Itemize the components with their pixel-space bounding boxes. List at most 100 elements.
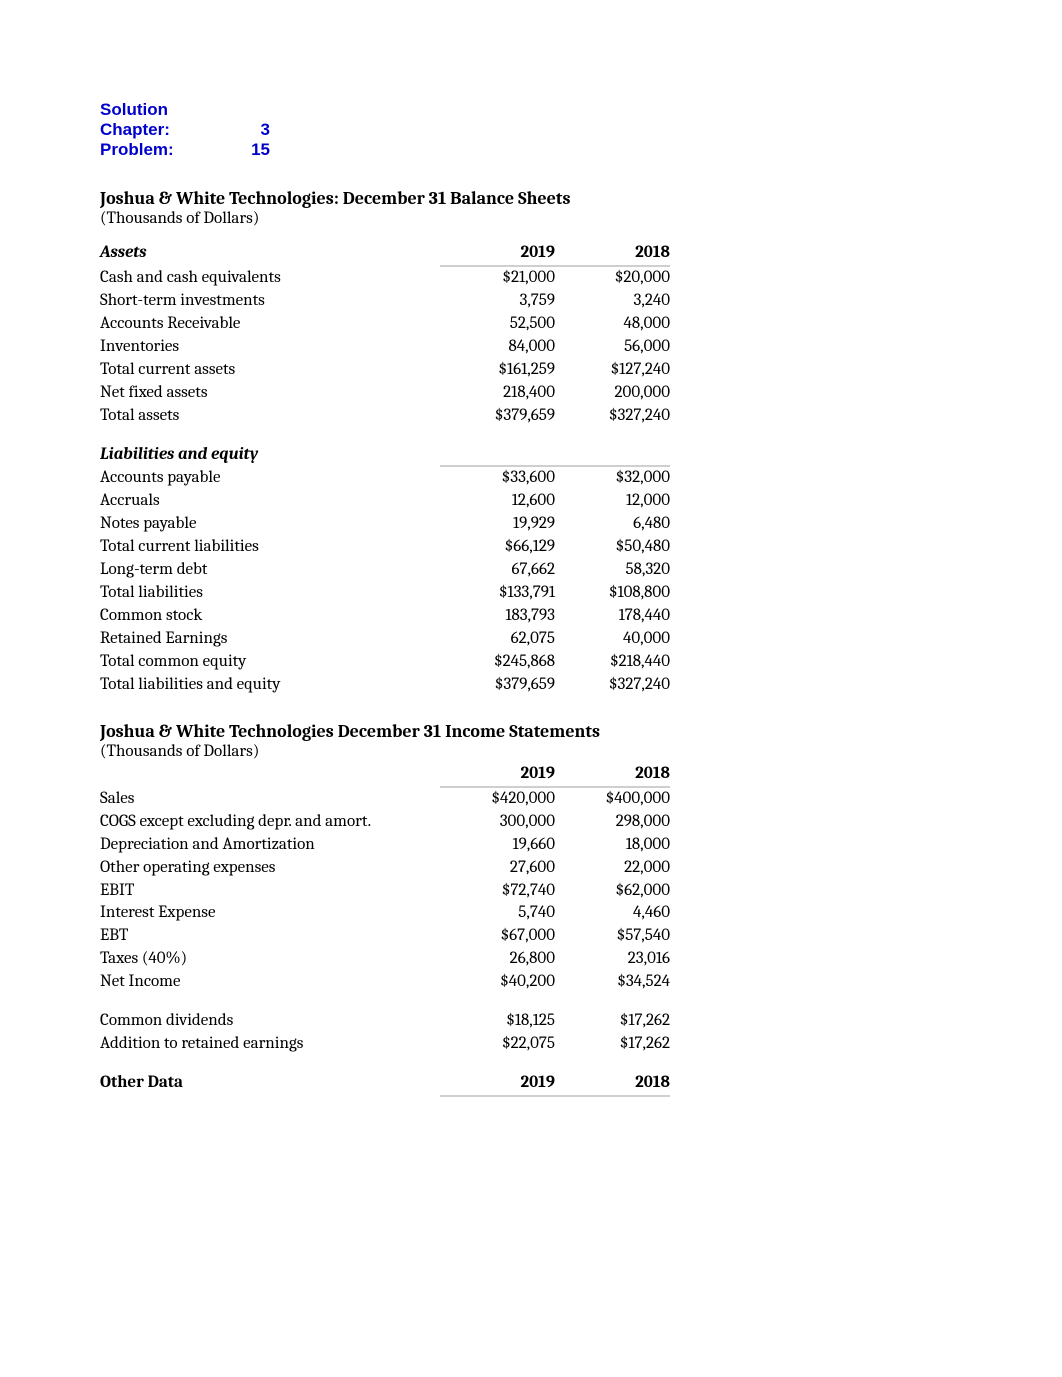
assets-value: $327,240 [555, 405, 670, 428]
income-row: Sales$420,000$400,000 [100, 787, 670, 811]
liabilities-value: 12,600 [440, 490, 555, 513]
income-extra-value: $17,262 [555, 1033, 670, 1056]
liabilities-row: Total liabilities$133,791$108,800 [100, 582, 670, 605]
liabilities-label: Retained Earnings [100, 628, 440, 651]
liabilities-label: Notes payable [100, 513, 440, 536]
liabilities-row: Long-term debt67,66258,320 [100, 559, 670, 582]
od-col-year-2018: 2018 [555, 1072, 670, 1096]
income-extra-label: Common dividends [100, 1010, 440, 1033]
col-year-2018: 2018 [555, 242, 670, 266]
income-label: Depreciation and Amortization [100, 834, 440, 857]
assets-header-row: Assets 2019 2018 [100, 242, 670, 266]
liabilities-value: $50,480 [555, 536, 670, 559]
liabilities-value: 12,000 [555, 490, 670, 513]
assets-label: Net fixed assets [100, 382, 440, 405]
income-value: 18,000 [555, 834, 670, 857]
balance-sheet-subtitle: (Thousands of Dollars) [100, 209, 962, 228]
income-statement-subtitle: (Thousands of Dollars) [100, 742, 962, 761]
liabilities-label: Total liabilities [100, 582, 440, 605]
liabilities-label: Accounts payable [100, 466, 440, 490]
assets-row: Inventories84,00056,000 [100, 336, 670, 359]
income-value: 26,800 [440, 948, 555, 971]
liabilities-label: Total common equity [100, 651, 440, 674]
liabilities-value: 62,075 [440, 628, 555, 651]
income-value: $420,000 [440, 787, 555, 811]
liabilities-value: $108,800 [555, 582, 670, 605]
problem-label: Problem: [100, 140, 230, 160]
income-label: Net Income [100, 971, 440, 994]
liabilities-value: 40,000 [555, 628, 670, 651]
income-value: $40,200 [440, 971, 555, 994]
assets-row: Cash and cash equivalents$21,000$20,000 [100, 266, 670, 290]
income-extra-value: $22,075 [440, 1033, 555, 1056]
liabilities-row: Total common equity$245,868$218,440 [100, 651, 670, 674]
assets-value: 84,000 [440, 336, 555, 359]
income-value: $400,000 [555, 787, 670, 811]
assets-value: $21,000 [440, 266, 555, 290]
income-value: $34,524 [555, 971, 670, 994]
assets-row: Short-term investments3,7593,240 [100, 290, 670, 313]
assets-row: Total assets$379,659$327,240 [100, 405, 670, 428]
income-extra-label: Addition to retained earnings [100, 1033, 440, 1056]
liabilities-row: Notes payable19,9296,480 [100, 513, 670, 536]
solution-header: Solution Chapter: 3 Problem: 15 [100, 100, 962, 160]
chapter-value: 3 [230, 120, 270, 140]
income-extra-value: $17,262 [555, 1010, 670, 1033]
assets-row: Total current assets$161,259$127,240 [100, 359, 670, 382]
income-value: 4,460 [555, 902, 670, 925]
assets-value: $20,000 [555, 266, 670, 290]
assets-value: $127,240 [555, 359, 670, 382]
income-row: EBT$67,000$57,540 [100, 925, 670, 948]
assets-row: Net fixed assets218,400200,000 [100, 382, 670, 405]
liabilities-value: 183,793 [440, 605, 555, 628]
assets-value: 200,000 [555, 382, 670, 405]
col-year-2019: 2019 [440, 242, 555, 266]
assets-label: Total assets [100, 405, 440, 428]
income-extra-row: Common dividends$18,125$17,262 [100, 1010, 670, 1033]
income-row: Depreciation and Amortization19,66018,00… [100, 834, 670, 857]
income-row: Other operating expenses27,60022,000 [100, 857, 670, 880]
assets-label: Cash and cash equivalents [100, 266, 440, 290]
liabilities-row: Common stock183,793178,440 [100, 605, 670, 628]
chapter-label: Chapter: [100, 120, 230, 140]
income-statement-title: Joshua & White Technologies December 31 … [100, 721, 962, 742]
income-label: Interest Expense [100, 902, 440, 925]
assets-label: Total current assets [100, 359, 440, 382]
is-col-year-2019: 2019 [440, 763, 555, 787]
page: Solution Chapter: 3 Problem: 15 Joshua &… [0, 0, 1062, 1137]
liabilities-label: Total liabilities and equity [100, 674, 440, 697]
income-label: COGS except excluding depr. and amort. [100, 811, 440, 834]
liabilities-value: 178,440 [555, 605, 670, 628]
income-value: $57,540 [555, 925, 670, 948]
is-header-row: 2019 2018 [100, 763, 670, 787]
other-data-header-row: Other Data 2019 2018 [100, 1072, 670, 1096]
liabilities-row: Total liabilities and equity$379,659$327… [100, 674, 670, 697]
income-extra-value: $18,125 [440, 1010, 555, 1033]
liabilities-value: $33,600 [440, 466, 555, 490]
income-row: Taxes (40%)26,80023,016 [100, 948, 670, 971]
liabilities-row: Accounts payable$33,600$32,000 [100, 466, 670, 490]
liabilities-value: 67,662 [440, 559, 555, 582]
balance-sheet-table: Assets 2019 2018 Cash and cash equivalen… [100, 242, 670, 697]
liabilities-row: Accruals12,60012,000 [100, 490, 670, 513]
income-value: $67,000 [440, 925, 555, 948]
income-label: Sales [100, 787, 440, 811]
assets-value: $379,659 [440, 405, 555, 428]
liabilities-header-row: Liabilities and equity [100, 444, 670, 467]
assets-label: Short-term investments [100, 290, 440, 313]
liabilities-label: Long-term debt [100, 559, 440, 582]
income-value: $62,000 [555, 880, 670, 903]
income-label: Other operating expenses [100, 857, 440, 880]
liabilities-value: 6,480 [555, 513, 670, 536]
assets-header: Assets [100, 242, 440, 266]
income-value: 27,600 [440, 857, 555, 880]
liabilities-value: $245,868 [440, 651, 555, 674]
assets-value: 52,500 [440, 313, 555, 336]
liabilities-row: Retained Earnings62,07540,000 [100, 628, 670, 651]
is-col-year-2018: 2018 [555, 763, 670, 787]
assets-value: 3,759 [440, 290, 555, 313]
problem-value: 15 [230, 140, 270, 160]
balance-sheet-title: Joshua & White Technologies: December 31… [100, 188, 962, 209]
liabilities-value: 19,929 [440, 513, 555, 536]
income-row: COGS except excluding depr. and amort.30… [100, 811, 670, 834]
